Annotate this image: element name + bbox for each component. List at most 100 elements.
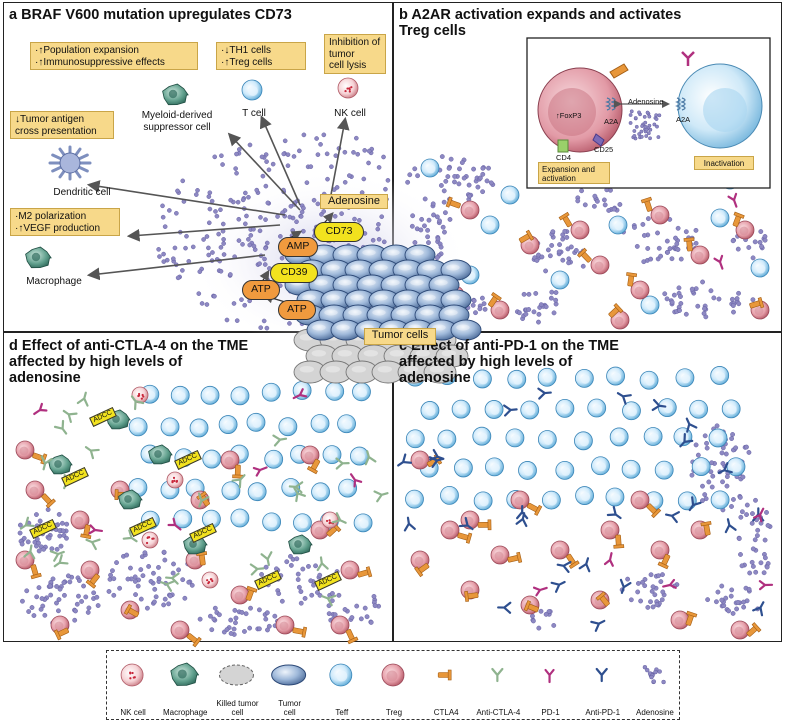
nk-cell (131, 386, 149, 404)
pd1-receptor (662, 578, 677, 589)
anti-pd1-antibody (550, 580, 566, 593)
cd4-label: CD4 (556, 153, 572, 162)
cd25-label: CD25 (594, 145, 614, 154)
teff-cell (555, 460, 575, 480)
teff-cell (574, 368, 594, 388)
expansion-activation-box: Expansion and activation (538, 162, 610, 184)
anti-ctla4-antibody (130, 395, 145, 411)
legend-item: Killed tumor cell (211, 651, 263, 719)
teff-cell (640, 295, 660, 315)
treg-cell (230, 585, 250, 605)
macrophage-cell (288, 534, 313, 555)
ctla4-receptor (445, 196, 461, 209)
ctla4-receptor (565, 553, 580, 570)
teff-cell (278, 417, 298, 437)
ctla4-receptor (464, 590, 479, 602)
macrophage-cell (25, 246, 52, 269)
legend-item: Anti-PD-1 (577, 651, 629, 719)
teff-cell (440, 485, 459, 505)
teff-cell (587, 398, 607, 418)
treg-cell (275, 615, 295, 635)
anti-ctla4-antibody (249, 563, 265, 576)
pd1-receptor (544, 668, 555, 684)
anti-ctla4-antibody (85, 538, 101, 551)
teff-cell (473, 369, 492, 389)
treg-cell-icon (381, 663, 405, 687)
teff-cell (128, 417, 148, 437)
ctla4-receptor (749, 297, 765, 309)
anti-pd1-antibody (428, 456, 444, 468)
anti-pd1-antibody (619, 578, 632, 594)
anti-pd1-antibody (616, 392, 632, 405)
teff-cell (480, 215, 500, 235)
population-expansion-box: ·↑Population expansion ·↑Immunosuppressi… (30, 42, 198, 70)
nk-cell (120, 663, 144, 687)
ctla4-receptor (357, 566, 373, 578)
legend-item: PD-1 (524, 651, 576, 719)
ctla4-receptor (488, 292, 502, 308)
legend-label: Adenosine (635, 708, 674, 717)
legend-label: NK cell (120, 708, 146, 717)
teff-cell (721, 399, 741, 419)
macrophage-cell (162, 83, 189, 106)
legend-label: CTLA4 (433, 708, 459, 717)
legend-label: Anti-PD-1 (585, 708, 621, 717)
ctla4-receptor (85, 573, 100, 589)
pd1-icon (544, 668, 555, 684)
teff-cell (311, 482, 330, 502)
ctla4-receptor (292, 626, 308, 638)
treg-cell (610, 310, 630, 330)
anti-pd1-antibody (497, 601, 512, 614)
teff-cell (654, 460, 674, 480)
teff-cell (608, 215, 628, 235)
ctla4-receptor (685, 610, 698, 626)
teff-cell (189, 418, 209, 438)
tumor-cell (306, 319, 338, 341)
tumor-cells-box: Tumor cells (364, 328, 436, 345)
ctla4-receptor (232, 464, 243, 479)
teff-cell (575, 486, 594, 505)
teff-cell (675, 368, 695, 388)
legend-item: Teff (316, 651, 368, 719)
cd39-enzyme: CD39 (270, 263, 318, 283)
teff-cell (247, 482, 267, 502)
pd1-receptor (33, 402, 48, 416)
anti-pd1-antibody (664, 511, 680, 524)
dendritic-label: Dendritic cell (53, 187, 111, 198)
treg-cell (381, 663, 405, 687)
ctla4-receptor (437, 669, 452, 681)
teff-cell (591, 456, 610, 476)
teff-cell (353, 513, 373, 533)
anti-ctla4-antibody (160, 580, 176, 592)
adenosine-icon (642, 664, 666, 685)
teff-cell (241, 79, 263, 101)
teff-cell (261, 382, 281, 402)
th1-treg-box: ·↓TH1 cells ·↑Treg cells (216, 42, 306, 70)
teff-cell (500, 185, 520, 205)
ctla4-receptor (558, 211, 573, 228)
teff-cell (325, 381, 345, 401)
panel-d-title: d Effect of anti-CTLA-4 on the TME affec… (9, 338, 249, 386)
pd1-receptor (758, 580, 774, 591)
anti-ctla4-antibody (331, 512, 347, 524)
treg-cell (630, 280, 650, 300)
ctla4-receptor (41, 493, 56, 509)
anti-ctla4-antibody (23, 544, 36, 560)
nk-cell-icon (120, 663, 144, 687)
tumor-cell (368, 289, 400, 311)
ctla4-receptor (477, 519, 492, 531)
treg-cell (735, 220, 755, 240)
anti-pd1-antibody (515, 512, 528, 528)
ctla4-receptor (414, 563, 430, 578)
teff-cell (606, 366, 625, 386)
anti-pd1-antibody (503, 404, 518, 417)
legend-label: Teff (335, 708, 349, 717)
treg-cell (730, 620, 750, 640)
ctla4-receptor (608, 303, 624, 318)
pd1-receptor (753, 507, 765, 523)
ctla4-receptor (306, 458, 321, 475)
atp-molecule-1: ATP (242, 280, 280, 300)
teff-cell (621, 459, 641, 479)
teff-cell (605, 487, 625, 507)
teff-cell (310, 414, 330, 433)
